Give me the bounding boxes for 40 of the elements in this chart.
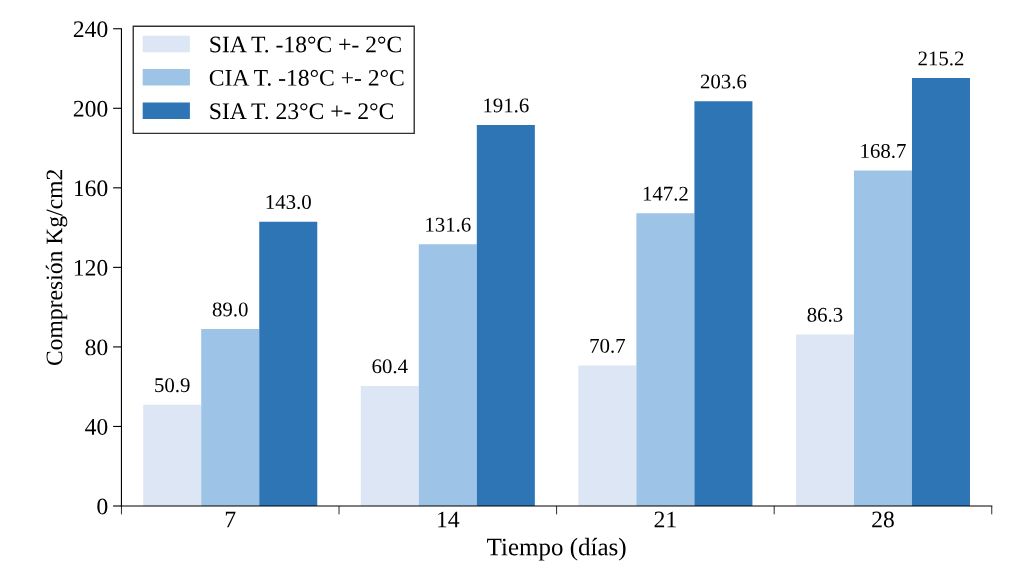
y-tick-label: 40 — [85, 418, 108, 435]
x-tick-label: 28 — [872, 511, 894, 528]
bar — [360, 385, 419, 506]
y-tick-label: 200 — [73, 100, 108, 117]
bar — [578, 365, 637, 506]
bar — [694, 101, 753, 506]
data-label: 70.7 — [590, 338, 625, 353]
bar — [476, 125, 535, 506]
x-tick-label: 21 — [654, 511, 676, 528]
x-axis-title: Tiempo (días) — [487, 537, 626, 561]
y-tick-label: 240 — [73, 21, 108, 38]
data-label: 143.0 — [266, 195, 311, 210]
y-tick-label: 120 — [74, 259, 108, 276]
legend-label: SIA T. -18°C +- 2°C — [210, 36, 401, 53]
data-label: 131.6 — [426, 217, 471, 232]
data-label: 191.6 — [484, 98, 529, 113]
data-label: 215.2 — [918, 51, 964, 66]
bar — [795, 334, 854, 506]
x-tick-label: 14 — [438, 511, 460, 528]
data-label: 60.4 — [372, 359, 408, 374]
legend-label: SIA T. 23°C +- 2°C — [210, 103, 393, 120]
bar — [418, 244, 477, 506]
data-label: 86.3 — [807, 307, 843, 322]
bar — [911, 78, 970, 506]
bar — [259, 221, 318, 506]
data-label: 89.0 — [212, 302, 248, 317]
bar — [201, 329, 260, 506]
bar — [853, 170, 912, 506]
x-tick-label: 7 — [225, 511, 236, 528]
data-label: 147.2 — [643, 186, 688, 201]
y-tick-label: 160 — [74, 180, 108, 197]
data-label: 203.6 — [700, 74, 747, 89]
y-tick-label: 80 — [85, 339, 108, 356]
legend-label: CIA T. -18°C +- 2°C — [209, 69, 404, 86]
y-tick-label: 0 — [97, 498, 108, 515]
bar — [636, 213, 695, 506]
data-label: 50.9 — [155, 378, 190, 393]
bar — [143, 404, 202, 506]
data-label: 168.7 — [861, 143, 906, 159]
y-axis-title: Compresión Kg/cm2 — [45, 169, 68, 366]
